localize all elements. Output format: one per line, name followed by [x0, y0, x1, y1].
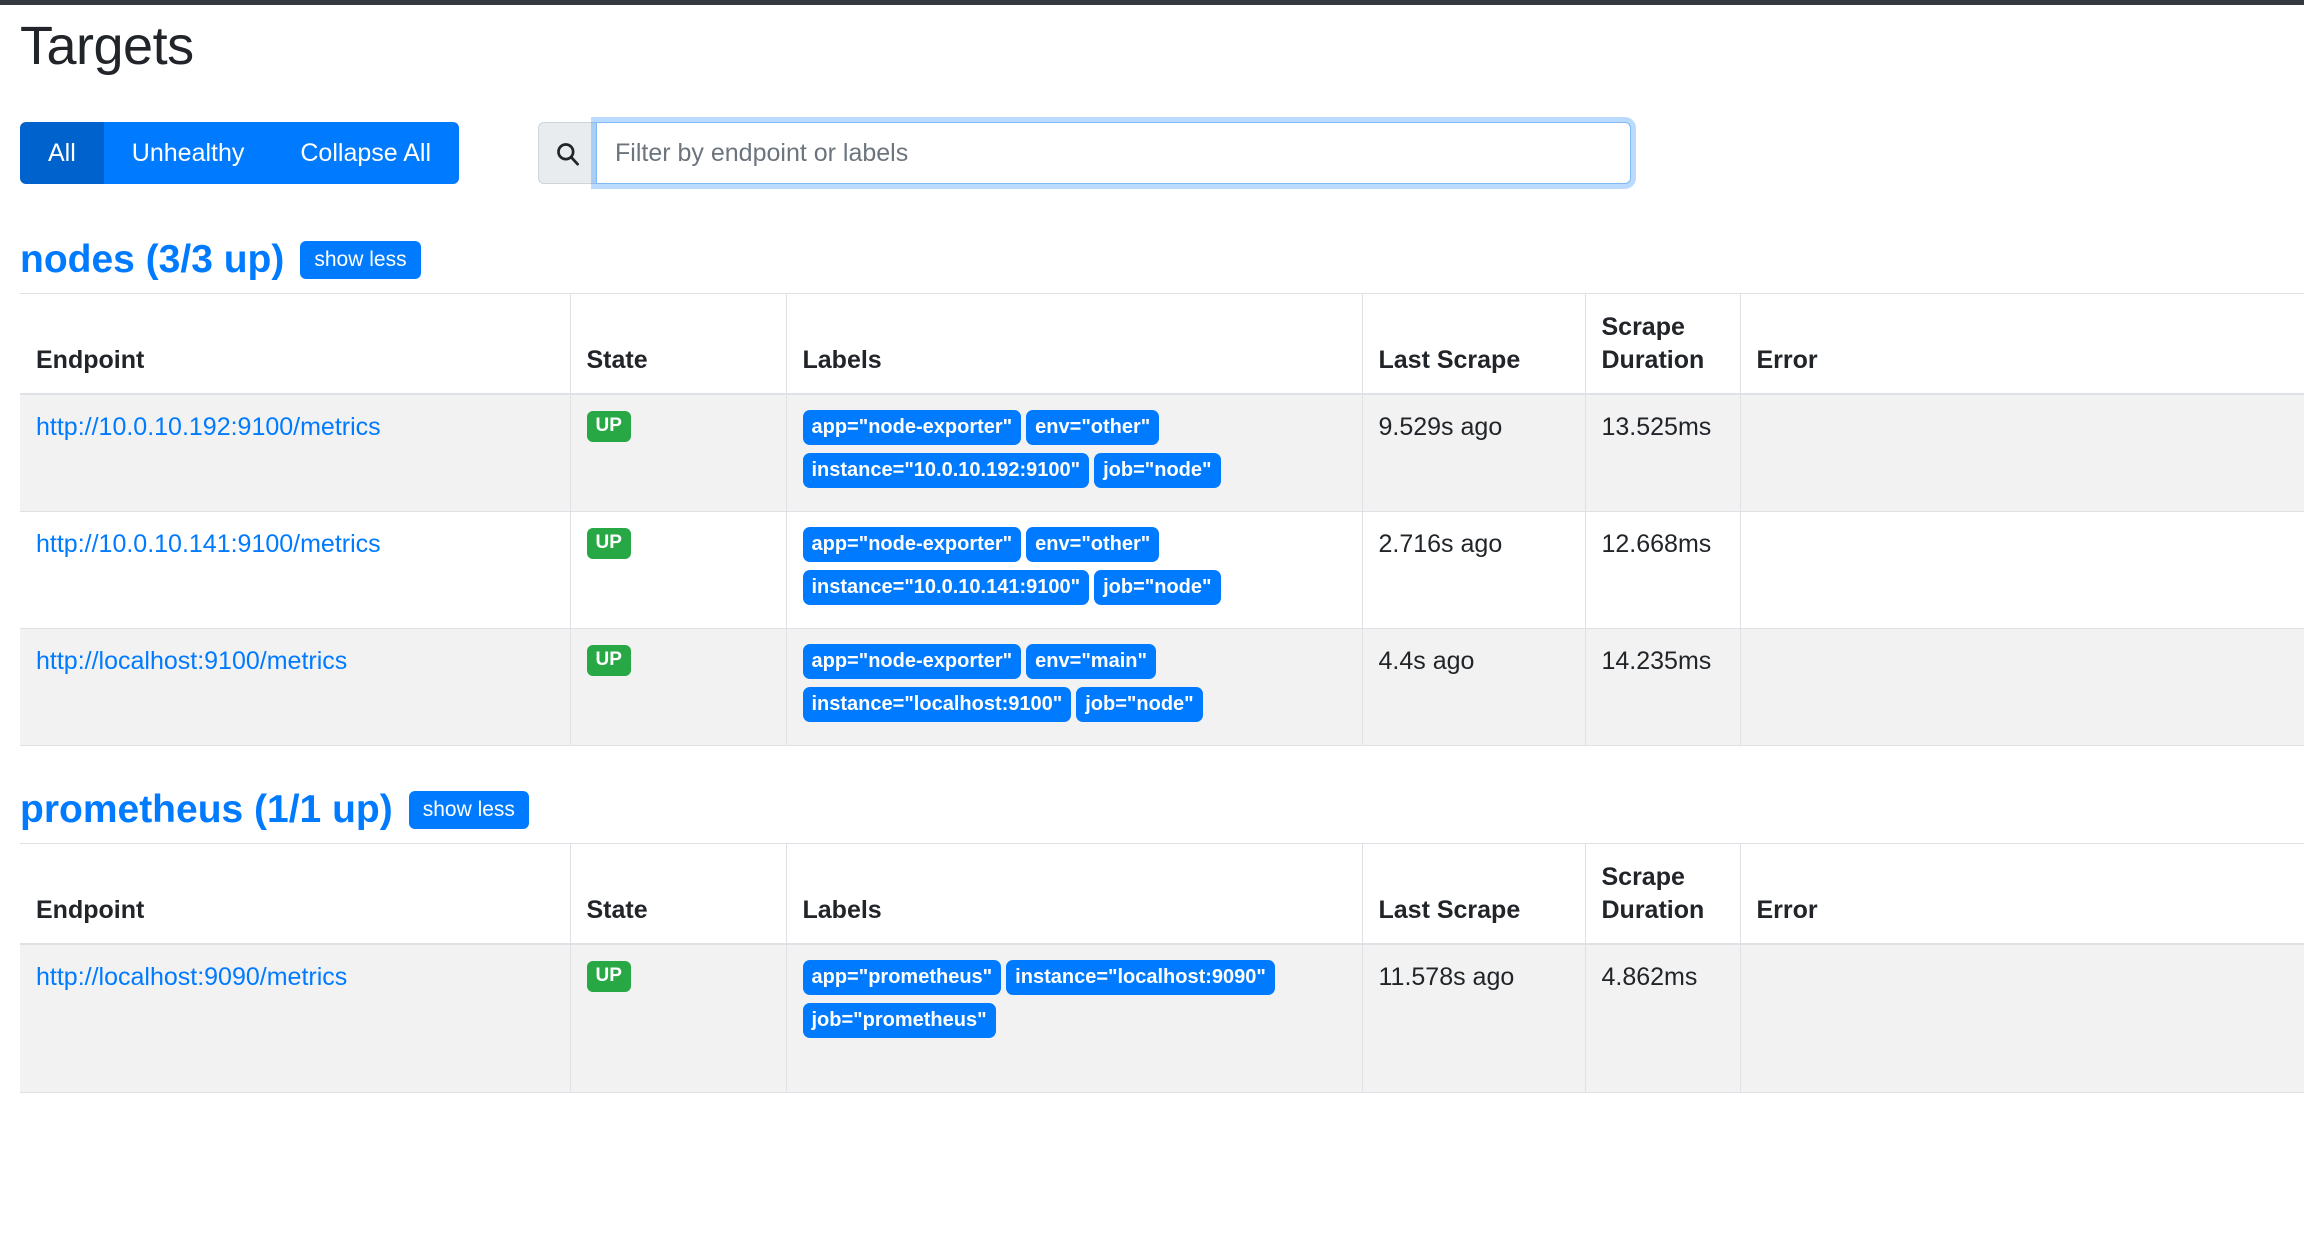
label-badge[interactable]: job="node" — [1076, 687, 1203, 723]
job-section: prometheus (1/1 up) show less Endpoint Stat… — [20, 790, 2304, 1093]
endpoint-link[interactable]: http://10.0.10.141:9100/metrics — [36, 530, 381, 559]
filter-button-all[interactable]: All — [20, 122, 104, 185]
job-title[interactable]: nodes (3/3 up) — [20, 238, 285, 282]
table-header-row: Endpoint State Labels Last Scrape Scrape Dur… — [20, 843, 2304, 946]
jobs-list: nodes (3/3 up) show less Endpoint State Labe… — [20, 240, 2304, 1093]
cell-endpoint: http://10.0.10.192:9100/metrics — [20, 394, 571, 513]
table-header-endpoint: Endpoint — [20, 293, 571, 396]
table-header-last-scrape: Last Scrape — [1362, 293, 1586, 396]
cell-scrape-duration: 12.668ms — [1585, 511, 1741, 630]
job-section: nodes (3/3 up) show less Endpoint State Labe… — [20, 240, 2304, 747]
filter-button-unhealthy[interactable]: Unhealthy — [103, 122, 273, 185]
table-header-state: State — [570, 843, 787, 946]
cell-state: UP — [570, 628, 787, 747]
status-badge: UP — [586, 961, 631, 992]
label-badge[interactable]: job="prometheus" — [802, 1003, 996, 1039]
table-row: http://10.0.10.192:9100/metrics UP app="no… — [20, 394, 2304, 513]
cell-labels: app="prometheus" instance="localhost:9090… — [786, 944, 1363, 1093]
cell-scrape-duration: 4.862ms — [1585, 944, 1741, 1093]
top-navbar — [0, 0, 2304, 5]
cell-last-scrape: 9.529s ago — [1362, 394, 1586, 513]
label-badge[interactable]: instance="localhost:9090" — [1006, 960, 1275, 996]
label-badge[interactable]: app="prometheus" — [802, 960, 1002, 996]
label-badge[interactable]: instance="localhost:9100" — [802, 687, 1072, 723]
label-badge[interactable]: app="node-exporter" — [802, 410, 1022, 446]
table-header-scrape-duration: Scrape Duration — [1585, 293, 1741, 396]
label-badge[interactable]: app="node-exporter" — [802, 644, 1022, 680]
table-header-labels: Labels — [786, 843, 1363, 946]
table-header-state: State — [570, 293, 787, 396]
table-header-labels: Labels — [786, 293, 1363, 396]
table-row: http://localhost:9090/metrics UP app="prom… — [20, 944, 2304, 1093]
table-header-row: Endpoint State Labels Last Scrape Scrape Dur… — [20, 293, 2304, 396]
search-icon — [538, 122, 597, 185]
label-badge[interactable]: env="other" — [1026, 527, 1160, 563]
table-header-endpoint: Endpoint — [20, 843, 571, 946]
status-badge: UP — [586, 411, 631, 442]
cell-state: UP — [570, 511, 787, 630]
endpoint-link[interactable]: http://localhost:9090/metrics — [36, 963, 348, 992]
status-badge: UP — [586, 645, 631, 676]
search-input[interactable] — [596, 122, 1632, 185]
label-badge[interactable]: app="node-exporter" — [802, 527, 1022, 563]
cell-last-scrape: 4.4s ago — [1362, 628, 1586, 747]
show-less-button[interactable]: show less — [408, 790, 529, 829]
table-header-last-scrape: Last Scrape — [1362, 843, 1586, 946]
cell-endpoint: http://localhost:9100/metrics — [20, 628, 571, 747]
label-badge[interactable]: env="other" — [1026, 410, 1160, 446]
targets-table: Endpoint State Labels Last Scrape Scrape Dur… — [20, 293, 2304, 747]
endpoint-link[interactable]: http://10.0.10.192:9100/metrics — [36, 413, 381, 442]
collapse-all-button[interactable]: Collapse All — [272, 122, 460, 185]
cell-state: UP — [570, 944, 787, 1093]
cell-scrape-duration: 13.525ms — [1585, 394, 1741, 513]
cell-labels: app="node-exporter" env="other" instance="… — [786, 511, 1363, 630]
label-badge[interactable]: job="node" — [1094, 453, 1221, 489]
table-row: http://localhost:9100/metrics UP app="node… — [20, 628, 2304, 747]
label-badge[interactable]: instance="10.0.10.141:9100" — [802, 570, 1090, 606]
cell-scrape-duration: 14.235ms — [1585, 628, 1741, 747]
cell-error — [1740, 628, 2304, 747]
cell-last-scrape: 2.716s ago — [1362, 511, 1586, 630]
cell-error — [1740, 944, 2304, 1093]
cell-labels: app="node-exporter" env="other" instance="… — [786, 394, 1363, 513]
label-badge[interactable]: instance="10.0.10.192:9100" — [802, 453, 1090, 489]
targets-table: Endpoint State Labels Last Scrape Scrape Dur… — [20, 843, 2304, 1093]
job-title[interactable]: prometheus (1/1 up) — [20, 788, 393, 832]
endpoint-link[interactable]: http://localhost:9100/metrics — [36, 647, 348, 676]
table-row: http://10.0.10.141:9100/metrics UP app="no… — [20, 511, 2304, 630]
page-container: Targets All Unhealthy Collapse All nodes… — [0, 15, 2304, 1093]
table-header-error: Error — [1740, 843, 2304, 946]
cell-endpoint: http://localhost:9090/metrics — [20, 944, 571, 1093]
job-header: nodes (3/3 up) show less — [20, 240, 2284, 279]
cell-error — [1740, 511, 2304, 630]
cell-last-scrape: 11.578s ago — [1362, 944, 1586, 1093]
job-header: prometheus (1/1 up) show less — [20, 790, 2284, 829]
table-header-error: Error — [1740, 293, 2304, 396]
controls-row: All Unhealthy Collapse All — [20, 122, 2284, 196]
cell-endpoint: http://10.0.10.141:9100/metrics — [20, 511, 571, 630]
show-less-button[interactable]: show less — [300, 240, 421, 279]
cell-error — [1740, 394, 2304, 513]
cell-labels: app="node-exporter" env="main" instance="l… — [786, 628, 1363, 747]
status-badge: UP — [586, 528, 631, 559]
table-header-scrape-duration: Scrape Duration — [1585, 843, 1741, 946]
page-title: Targets — [20, 16, 194, 76]
cell-state: UP — [570, 394, 787, 513]
filter-button-group: All Unhealthy Collapse All — [20, 122, 460, 185]
label-badge[interactable]: job="node" — [1094, 570, 1221, 606]
search-group — [538, 122, 1632, 185]
label-badge[interactable]: env="main" — [1026, 644, 1156, 680]
